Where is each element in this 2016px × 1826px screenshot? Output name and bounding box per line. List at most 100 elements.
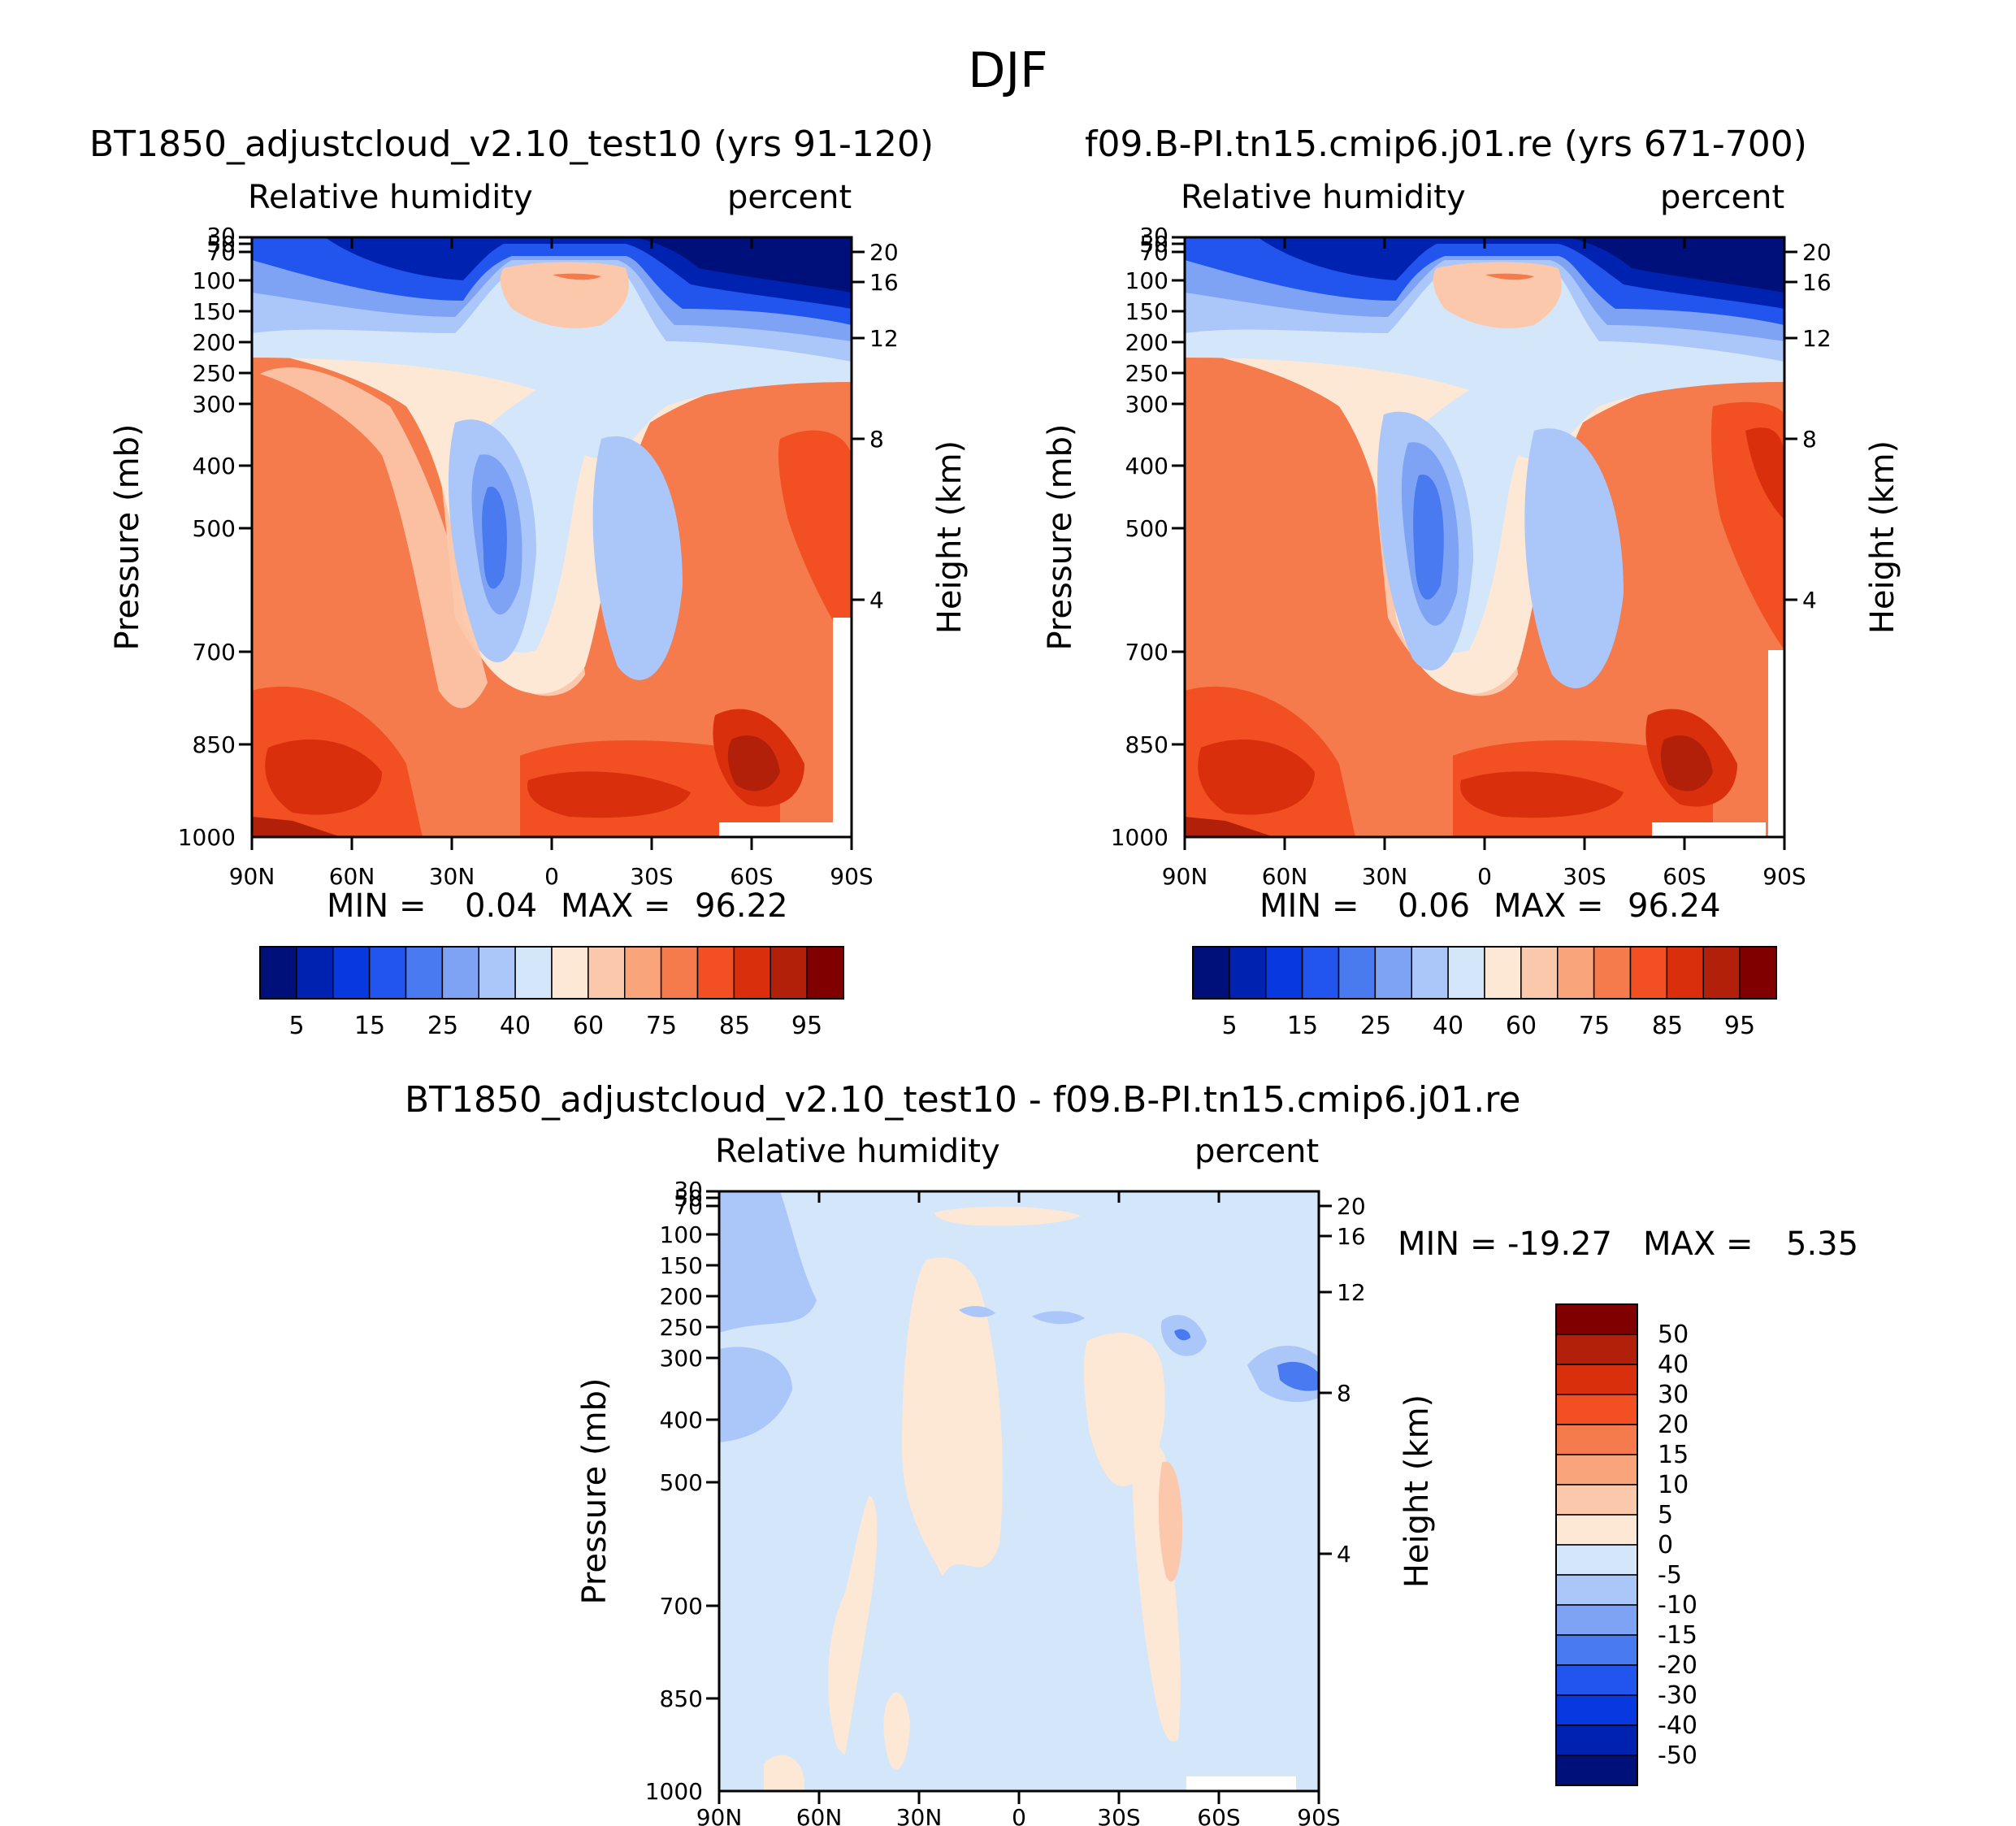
panel-1-ytick: 400 (193, 453, 236, 479)
panel-1-colorbar-box (259, 946, 297, 1000)
panel-2-xtick: 90N (1162, 863, 1208, 890)
panel-3-xtick: 30S (1097, 1804, 1140, 1826)
panel-3-colorbar-box (1555, 1334, 1638, 1365)
panel-1-colorbar-box (551, 946, 589, 1000)
panel-1-colorbar-box (368, 946, 407, 1000)
panel-2-ytick: 250 (1125, 360, 1168, 387)
panel-1-colorbar-box (478, 946, 516, 1000)
panel-3-xtick: 90S (1297, 1804, 1340, 1826)
panel-1-max-value: 96.22 (695, 887, 788, 925)
panel-3-y2tick: 20 (1337, 1193, 1366, 1220)
panel-3-ytick: 500 (660, 1469, 703, 1496)
panel-3-colorbar-label: 30 (1658, 1381, 1689, 1409)
panel-3-colorbar-label: -20 (1658, 1651, 1697, 1680)
panel-1-xtick: 60N (329, 863, 375, 890)
panel-2-max-label: MAX = (1494, 887, 1604, 925)
panel-3-colorbar (1555, 1303, 1638, 1786)
panel-2-colorbar-box (1447, 946, 1485, 1000)
panel-3-colorbar-box (1555, 1724, 1638, 1756)
panel-1-colorbar-box (770, 946, 808, 1000)
panel-1-colorbar-box (624, 946, 662, 1000)
panel-2-min-label: MIN = (1259, 887, 1359, 925)
panel-3-colorbar-label: -10 (1658, 1591, 1697, 1620)
panel-3-y2tick: 8 (1337, 1380, 1351, 1407)
panel-3-min-value: -19.27 (1507, 1225, 1612, 1263)
panel-2-colorbar-label: 95 (1724, 1012, 1755, 1040)
panel-3-colorbar-label: -30 (1658, 1681, 1697, 1710)
panel-2-ylabel: Pressure (mb) (1042, 423, 1079, 650)
panel-1-chart: 30 50 70 100 150 200 250 300 400 500 700… (109, 223, 969, 1040)
panel-2-ytick: 150 (1125, 298, 1168, 325)
panel-1-ytick: 200 (193, 329, 236, 356)
panel-2-xtick: 60N (1262, 863, 1308, 890)
panel-2-y2tick: 8 (1802, 426, 1817, 453)
panel-3-y2tick: 12 (1337, 1279, 1366, 1306)
panel-1-ytick: 850 (193, 731, 236, 758)
panel-2-xtick: 30S (1563, 863, 1606, 890)
panel-3-ytick: 250 (660, 1314, 703, 1341)
panel-3-colorbar-label: -40 (1658, 1711, 1697, 1740)
panel-3-ytick: 30 (674, 1177, 703, 1204)
panel-2-colorbar-box (1593, 946, 1632, 1000)
panel-1-colorbar-label: 85 (719, 1012, 750, 1040)
panel-3-colorbar-label: 50 (1658, 1321, 1689, 1349)
panel-2-ytick: 300 (1125, 391, 1168, 418)
panel-3-ytick: 50 (674, 1185, 703, 1212)
panel-3-xtick: 60S (1197, 1804, 1240, 1826)
panel-2-y2tick: 16 (1802, 269, 1832, 296)
panel-3-ylabel: Pressure (mb) (576, 1377, 613, 1604)
panel-3-units-label: percent (1194, 1133, 1320, 1170)
panel-2-colorbar-box (1337, 946, 1377, 1000)
panel-3-min-label: MIN = (1398, 1225, 1498, 1263)
panel-3-colorbar-label: 5 (1658, 1501, 1673, 1529)
panel-1-ytick: 150 (193, 298, 236, 325)
panel-2-colorbar-box (1484, 946, 1522, 1000)
panel-2-min-value: 0.06 (1398, 887, 1471, 925)
panel-3-colorbar-label: 10 (1658, 1471, 1689, 1499)
panel-2-colorbar-label: 60 (1506, 1012, 1537, 1040)
panel-2-colorbar-box (1557, 946, 1595, 1000)
panel-2-max-value: 96.24 (1628, 887, 1721, 925)
panel-2-xtick: 0 (1477, 863, 1492, 890)
panel-1-y2tick: 20 (869, 239, 899, 266)
panel-1-min-value: 0.04 (465, 887, 538, 925)
panel-2-colorbar-label: 5 (1221, 1012, 1237, 1040)
panel-3-ytick: 700 (660, 1593, 703, 1620)
panel-3-y2tick: 16 (1337, 1223, 1366, 1250)
panel-2-colorbar-box (1666, 946, 1704, 1000)
panel-2-colorbar-box (1192, 946, 1230, 1000)
panel-3-colorbar-box (1555, 1574, 1638, 1606)
panel-3-variable-label: Relative humidity (715, 1133, 1000, 1170)
panel-2-variable-label: Relative humidity (1181, 179, 1466, 216)
panel-1-ytick: 700 (193, 639, 236, 666)
panel-3-colorbar-label: -15 (1658, 1621, 1697, 1650)
panel-2-colorbar-label: 15 (1287, 1012, 1318, 1040)
panel-3-xtick: 30N (896, 1804, 943, 1826)
panel-2-ytick: 70 (1139, 239, 1168, 266)
panel-1-xtick: 60S (730, 863, 773, 890)
panel-3-colorbar-box (1555, 1694, 1638, 1726)
panel-2-colorbar-label: 25 (1360, 1012, 1391, 1040)
panel-2-colorbar (1192, 946, 1777, 1000)
panel-3-ytick: 850 (660, 1685, 703, 1712)
panel-2-ytick: 400 (1125, 453, 1168, 479)
panel-3-colorbar-box (1555, 1604, 1638, 1636)
panel-1-colorbar (259, 946, 844, 1000)
panel-3-ylabel2: Height (km) (1398, 1394, 1436, 1588)
panel-1-xtick: 30N (429, 863, 475, 890)
panel-2-ytick: 700 (1125, 639, 1168, 666)
panel-1-ytick: 300 (193, 391, 236, 418)
panel-1-colorbar-box (587, 946, 626, 1000)
panel-2-colorbar-label: 75 (1579, 1012, 1610, 1040)
panel-3-contour-field (719, 1191, 1319, 1791)
panel-3-ytick: 300 (660, 1345, 703, 1372)
panel-3-colorbar-box (1555, 1303, 1638, 1335)
panel-2-colorbar-box (1265, 946, 1303, 1000)
panel-2-colorbar-box (1411, 946, 1449, 1000)
panel-1-colorbar-box (660, 946, 699, 1000)
panel-2-ytick: 50 (1139, 231, 1168, 258)
panel-2-xtick: 60S (1663, 863, 1706, 890)
panel-1-title: BT1850_adjustcloud_v2.10_test10 (yrs 91-… (89, 124, 934, 165)
panel-1-colorbar-label: 60 (573, 1012, 604, 1040)
panel-1-ytick: 50 (206, 231, 236, 258)
